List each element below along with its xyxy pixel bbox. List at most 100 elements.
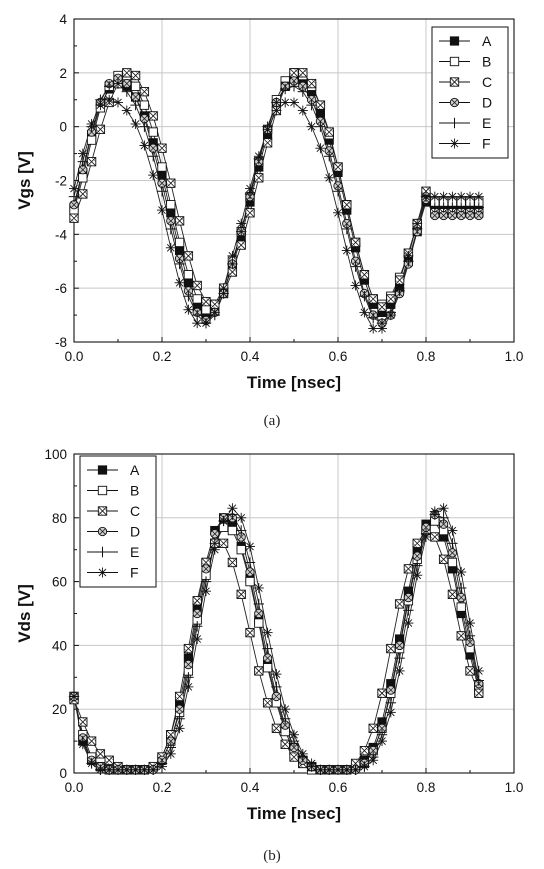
data-point-D bbox=[306, 95, 317, 105]
data-point-F bbox=[77, 739, 88, 750]
data-point-F bbox=[377, 736, 387, 747]
data-point-C bbox=[122, 68, 132, 78]
data-point-C bbox=[394, 599, 405, 609]
data-point-F bbox=[289, 729, 299, 740]
data-point-D bbox=[69, 200, 79, 210]
legend-label-F: F bbox=[482, 136, 491, 152]
data-point-D bbox=[201, 564, 211, 574]
data-point-C bbox=[403, 564, 414, 574]
data-point-F bbox=[333, 764, 343, 775]
y-tick-label: 0 bbox=[59, 120, 67, 135]
data-point-E bbox=[394, 652, 405, 664]
data-point-B bbox=[130, 81, 141, 91]
data-point-E bbox=[200, 576, 212, 587]
data-point-C bbox=[465, 666, 475, 676]
legend-label-A: A bbox=[482, 33, 492, 49]
data-point-F bbox=[306, 121, 317, 132]
y-tick-label: 2 bbox=[59, 66, 67, 81]
legend-item-A: A bbox=[87, 462, 140, 478]
data-point-C bbox=[86, 736, 97, 746]
data-point-D bbox=[289, 742, 299, 753]
data-point-C bbox=[174, 691, 185, 702]
data-point-C bbox=[377, 688, 387, 698]
data-point-B bbox=[201, 305, 211, 315]
data-point-B bbox=[157, 162, 167, 172]
data-point-E bbox=[103, 81, 115, 92]
data-point-A bbox=[183, 278, 193, 288]
data-point-E bbox=[288, 81, 300, 92]
data-point-B bbox=[227, 525, 238, 536]
data-point-C bbox=[324, 127, 334, 137]
data-point-F bbox=[148, 170, 159, 181]
data-point-C bbox=[245, 208, 255, 218]
data-point-F bbox=[69, 691, 79, 702]
data-point-F bbox=[121, 105, 132, 116]
legend-item-E: E bbox=[87, 544, 139, 560]
data-point-B bbox=[456, 602, 466, 612]
data-point-E bbox=[235, 525, 247, 536]
data-point-F bbox=[368, 755, 379, 766]
data-point-C bbox=[157, 143, 167, 153]
data-point-F bbox=[104, 94, 115, 105]
legend-marker-B bbox=[449, 56, 460, 67]
data-point-D bbox=[86, 127, 97, 137]
legend-label-B: B bbox=[482, 54, 491, 70]
data-point-F bbox=[456, 567, 467, 578]
legend-marker-A bbox=[97, 465, 108, 475]
legend-label-A: A bbox=[130, 462, 140, 478]
legend-item-C: C bbox=[439, 74, 492, 90]
data-point-F bbox=[77, 148, 88, 159]
y-tick-label: 4 bbox=[59, 12, 67, 27]
data-point-C bbox=[342, 200, 352, 210]
data-point-B bbox=[78, 173, 88, 183]
data-point-D bbox=[210, 529, 220, 539]
data-point-A bbox=[157, 170, 167, 180]
data-point-C bbox=[430, 532, 440, 542]
data-point-B bbox=[139, 100, 150, 110]
data-point-C bbox=[86, 157, 97, 167]
legend-item-D: D bbox=[87, 524, 140, 540]
data-point-F bbox=[421, 191, 431, 202]
legend-marker-C bbox=[449, 77, 460, 87]
data-point-C bbox=[359, 270, 370, 280]
data-point-F bbox=[104, 764, 115, 775]
data-point-F bbox=[385, 707, 396, 718]
data-point-C bbox=[78, 189, 88, 199]
legend-label-E: E bbox=[482, 115, 491, 131]
y-tick-label: -6 bbox=[55, 281, 67, 296]
data-point-D bbox=[148, 143, 158, 153]
data-point-F bbox=[350, 280, 361, 291]
data-point-F bbox=[447, 191, 458, 202]
data-point-F bbox=[271, 669, 282, 680]
data-point-E bbox=[262, 643, 273, 654]
y-axis-title: Vgs [V] bbox=[15, 151, 34, 210]
legend-label-C: C bbox=[130, 503, 140, 519]
data-point-E bbox=[359, 291, 370, 302]
data-point-F bbox=[412, 218, 423, 229]
data-point-C bbox=[139, 87, 150, 97]
data-point-F bbox=[465, 191, 475, 202]
data-point-C bbox=[298, 68, 308, 78]
data-point-C bbox=[280, 739, 290, 749]
data-point-E bbox=[253, 598, 264, 610]
legend-item-B: B bbox=[439, 54, 491, 70]
data-point-E bbox=[429, 202, 440, 213]
data-point-C bbox=[386, 643, 396, 654]
data-point-E bbox=[332, 186, 344, 197]
data-point-C bbox=[350, 237, 361, 248]
legend-label-D: D bbox=[482, 95, 492, 111]
data-point-B bbox=[236, 545, 246, 555]
x-tick-label: 0.4 bbox=[241, 780, 260, 795]
data-point-D bbox=[183, 659, 194, 670]
data-point-F bbox=[174, 277, 185, 288]
y-tick-label: 20 bbox=[52, 702, 67, 717]
data-point-F bbox=[297, 748, 308, 759]
data-point-B bbox=[183, 270, 194, 280]
data-point-E bbox=[315, 121, 326, 132]
data-point-C bbox=[78, 717, 88, 727]
series-line-F bbox=[73, 99, 479, 329]
data-point-F bbox=[359, 307, 370, 318]
legend-label-C: C bbox=[482, 74, 492, 90]
data-point-D bbox=[315, 116, 326, 126]
